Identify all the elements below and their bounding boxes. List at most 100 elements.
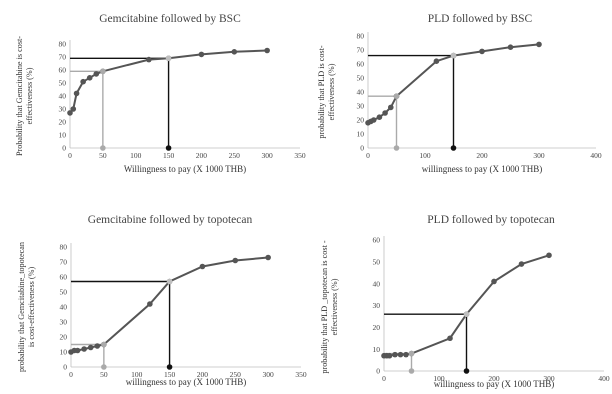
y-tick-label: 70 (59, 53, 67, 62)
chart-gemcitabine-bsc: Gemcitabine followed by BSC 0 10 20 30 40 50 60… (15, 13, 306, 174)
y-axis-label: probability that PLD _topotecan is cost … (320, 240, 329, 374)
chart-gemcitabine-topotecan: Gemcitabine followed by topotecan 0 10 20 30… (17, 214, 307, 387)
y-tick-label: 50 (373, 257, 381, 266)
x-tick-label: 350 (294, 151, 306, 160)
x-tick-label: 100 (419, 151, 431, 160)
data-point (447, 335, 453, 342)
data-point (87, 344, 94, 351)
y-tick-label: 60 (373, 236, 381, 245)
x-tick-label: 50 (99, 151, 107, 160)
data-point (403, 351, 409, 358)
y-tick-label: 30 (60, 318, 68, 327)
y-tick-label: 30 (357, 102, 365, 111)
x-tick-label: 150 (163, 151, 175, 160)
x-tick-label: 200 (476, 151, 488, 160)
x-tick-label: 400 (590, 151, 602, 160)
data-point (536, 41, 542, 48)
reference-point (393, 93, 400, 99)
reference-marker (463, 368, 470, 374)
y-axis-label: is cost-effectiveness (%) (27, 267, 36, 348)
data-point (93, 71, 100, 77)
x-tick-label: 300 (533, 151, 545, 160)
data-point (146, 56, 152, 63)
reference-point (165, 55, 172, 62)
y-tick-label: 50 (357, 74, 365, 83)
data-point (376, 114, 383, 120)
y-tick-label: 70 (357, 46, 365, 55)
data-point (388, 104, 394, 111)
reference-marker (393, 145, 400, 151)
x-tick-label: 200 (197, 370, 209, 379)
x-axis-label: willingness to pay (X 1000 THB) (126, 377, 247, 387)
data-point (94, 343, 101, 349)
data-point (73, 90, 80, 97)
data-point (70, 106, 77, 112)
reference-point (100, 68, 106, 75)
y-tick-label: 50 (59, 79, 67, 88)
data-point (86, 75, 93, 81)
data-point (382, 110, 388, 116)
y-axis-label: effectiveness (%) (327, 63, 336, 120)
y-tick-label: 80 (59, 40, 67, 49)
y-tick-label: 0 (360, 144, 364, 153)
x-tick-label: 100 (131, 370, 143, 379)
data-point (386, 352, 393, 359)
data-point (232, 257, 239, 264)
reference-marker (100, 145, 106, 151)
y-tick-label: 60 (60, 273, 68, 282)
data-point (491, 278, 497, 285)
data-point (479, 48, 485, 55)
x-tick-label: 100 (433, 374, 445, 383)
data-point (507, 44, 514, 50)
y-tick-label: 0 (62, 144, 66, 153)
y-tick-label: 40 (60, 303, 68, 312)
y-tick-label: 20 (373, 323, 381, 332)
y-tick-label: 80 (60, 243, 68, 252)
data-point (67, 110, 73, 116)
y-tick-label: 30 (59, 105, 67, 114)
x-tick-label: 300 (543, 374, 555, 383)
chart-title: PLD followed by topotecan (427, 214, 555, 226)
y-tick-label: 0 (63, 363, 67, 372)
reference-marker (408, 368, 415, 374)
data-point (80, 78, 86, 85)
data-point (199, 263, 206, 270)
chart-pld-bsc: PLD followed by BSC 0 10 20 30 40 50 60 70 80 0 100… (317, 13, 602, 174)
y-tick-label: 80 (357, 32, 365, 41)
x-tick-label: 250 (229, 151, 241, 160)
x-tick-label: 300 (262, 151, 274, 160)
data-point (433, 58, 440, 64)
data-point (231, 49, 238, 55)
chart-pld-topotecan: PLD followed by topotecan 0 10 20 30 40 50 60 0 1… (320, 214, 610, 389)
chart-title: Gemcitabine followed by topotecan (88, 214, 253, 226)
y-tick-label: 10 (373, 345, 381, 354)
x-tick-label: 350 (295, 370, 307, 379)
y-tick-label: 10 (357, 130, 365, 139)
y-tick-label: 60 (357, 60, 365, 69)
data-point (81, 346, 87, 352)
reference-marker (165, 145, 172, 151)
y-tick-label: 20 (60, 333, 68, 342)
data-point (518, 261, 525, 267)
data-point (392, 351, 398, 358)
reference-point (463, 311, 470, 318)
x-axis-label: willingness to pay (X 1000 THB) (434, 379, 555, 389)
x-tick-label: 200 (488, 374, 500, 383)
data-point (198, 51, 205, 58)
y-axis-label: effectiveness (%) (25, 67, 34, 124)
chart-title: PLD followed by BSC (428, 13, 533, 25)
chart-title: Gemcitabine followed by BSC (99, 13, 241, 25)
data-point (397, 351, 404, 358)
x-tick-label: 200 (196, 151, 208, 160)
y-tick-label: 10 (59, 131, 67, 140)
x-tick-label: 250 (230, 370, 242, 379)
y-axis-label: probability that Gemcitabine_topotecan (17, 242, 26, 372)
reference-marker (101, 364, 107, 370)
x-tick-label: 150 (164, 370, 176, 379)
y-tick-label: 30 (373, 301, 381, 310)
y-tick-label: 60 (59, 66, 67, 75)
y-axis-label: probability that PLD is cost- (317, 45, 326, 139)
x-tick-label: 50 (100, 370, 108, 379)
x-axis-label: Willingness to pay (X 1000 THB) (124, 164, 246, 174)
x-tick-label: 400 (598, 374, 610, 383)
